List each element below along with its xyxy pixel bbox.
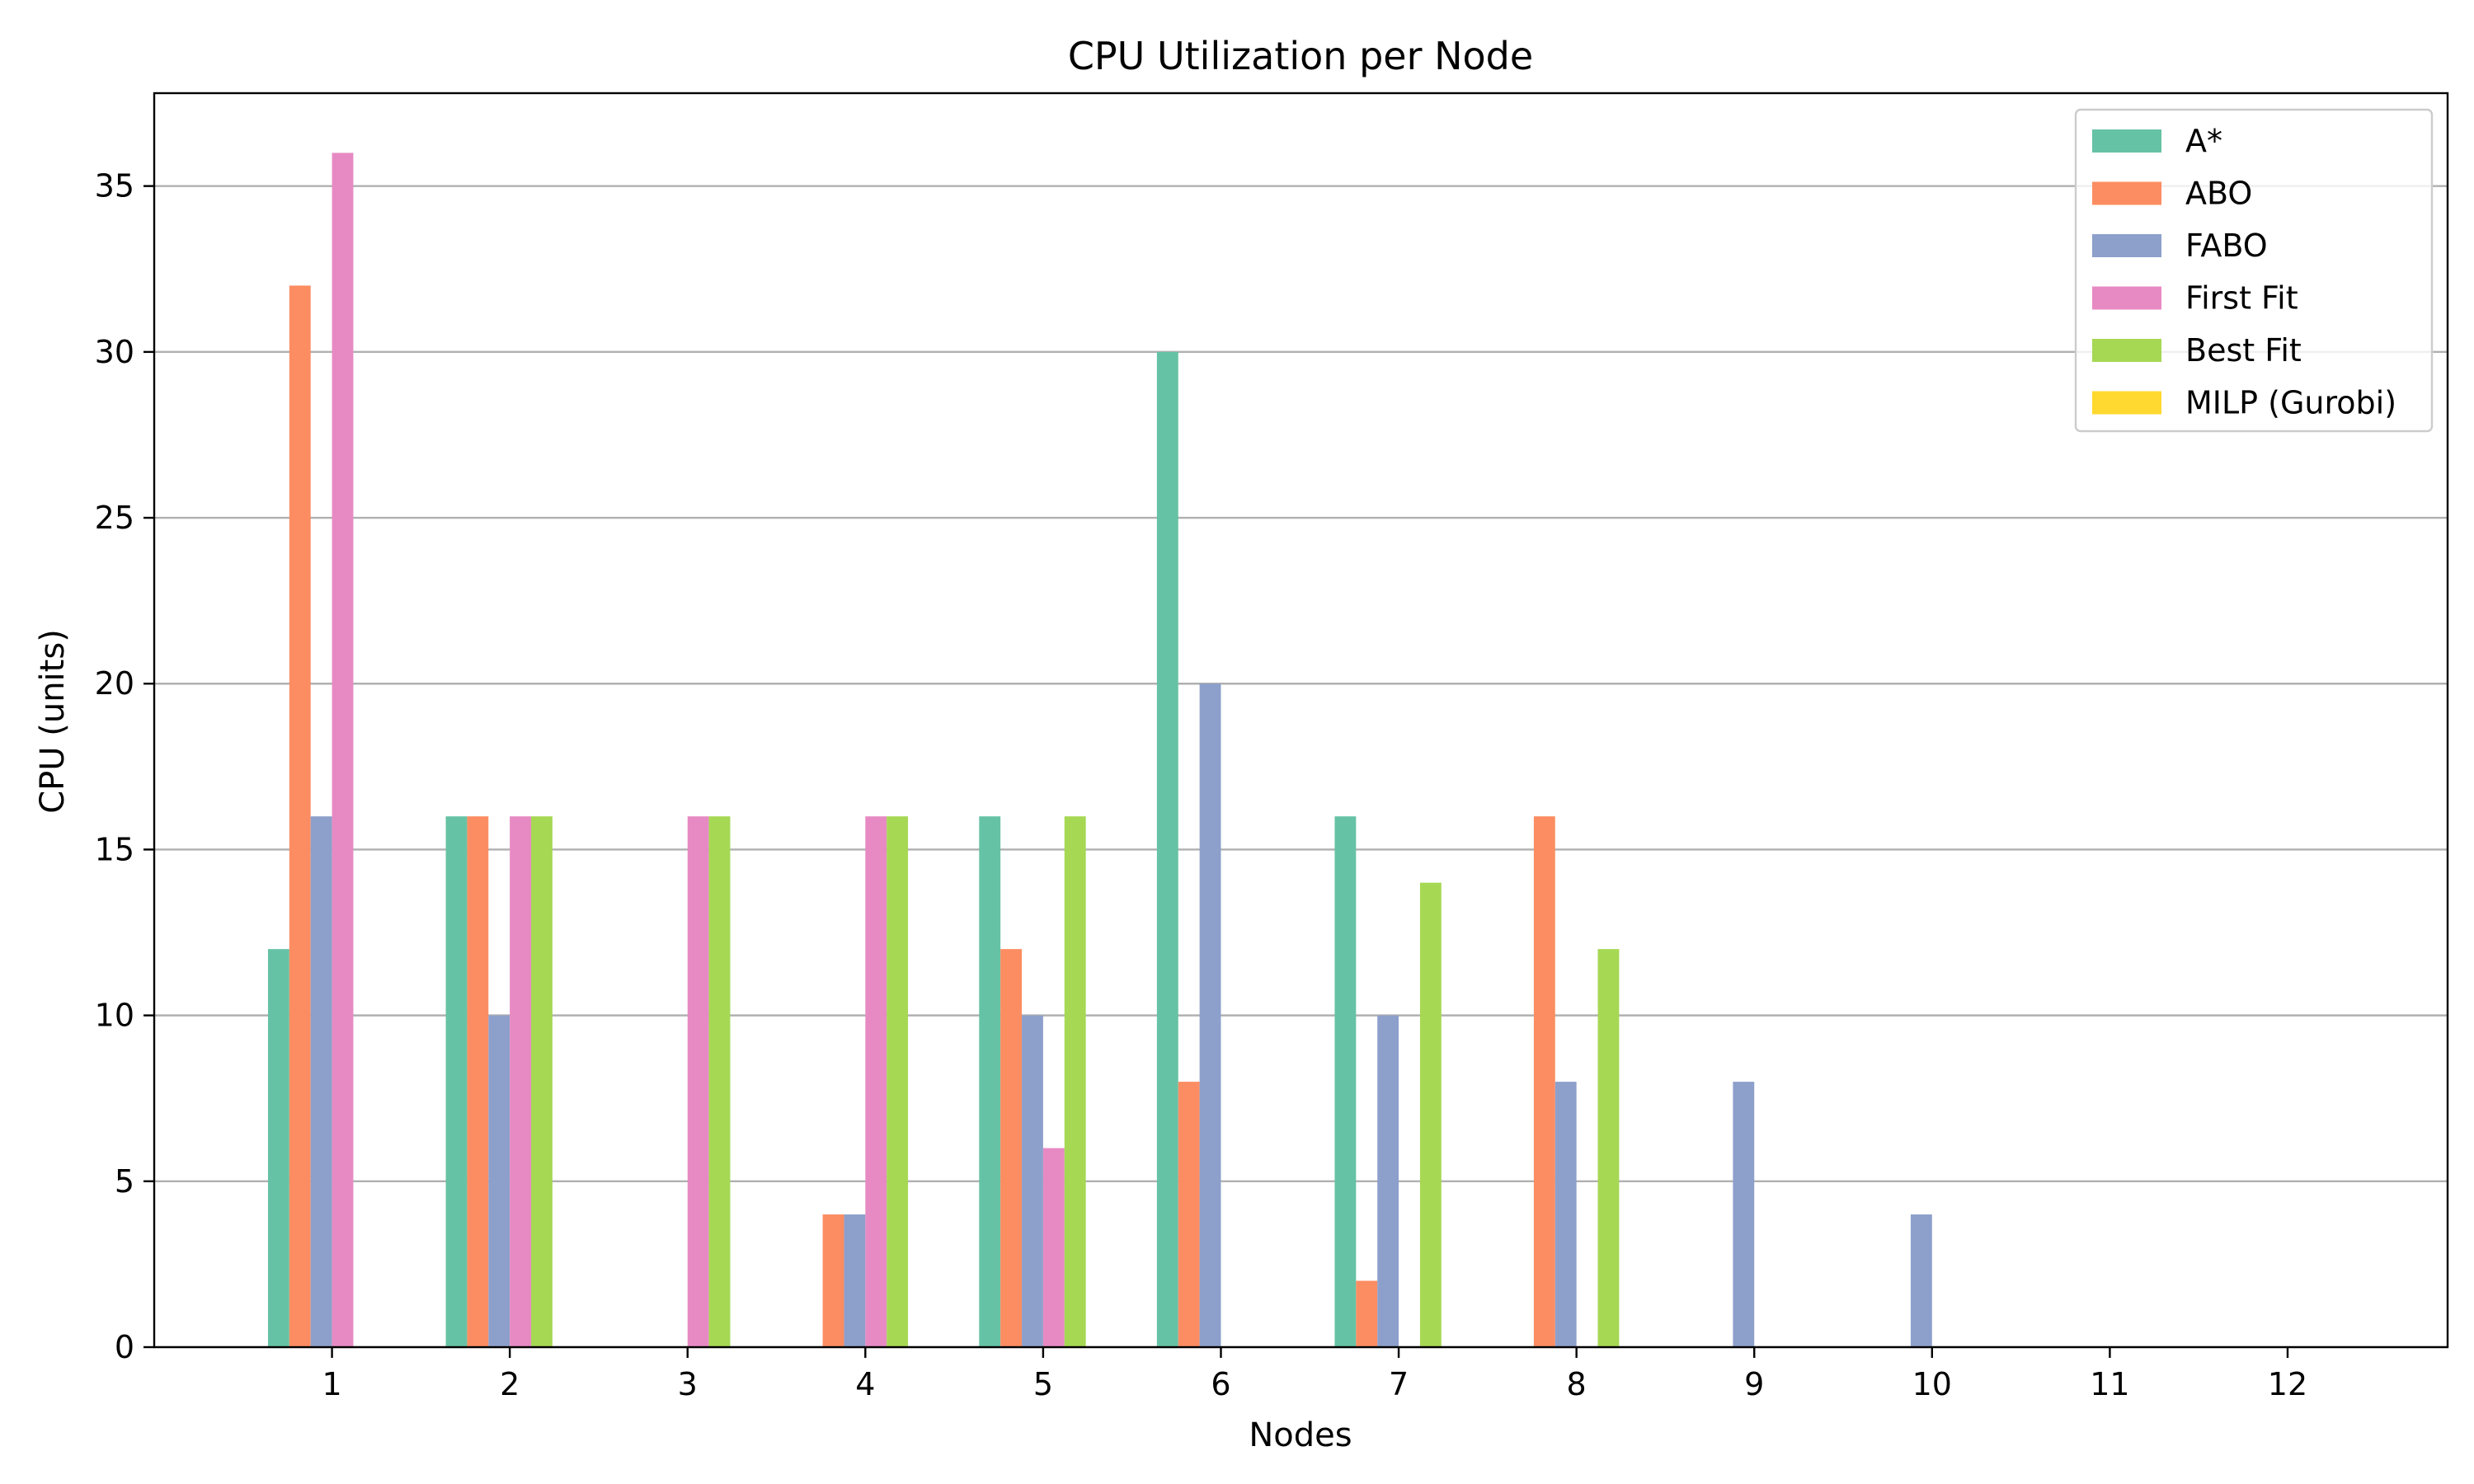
x-tick-label-10: 10	[1912, 1366, 1952, 1402]
bar-abo-node-8	[1533, 816, 1555, 1347]
bar-best-fit-node-5	[1064, 816, 1086, 1347]
bar-a-node-6	[1156, 351, 1178, 1347]
y-tick-label-20: 20	[95, 665, 134, 702]
bar-a-node-2	[445, 816, 468, 1347]
legend-swatch-fabo	[2092, 234, 2161, 257]
bar-fabo-node-8	[1554, 1082, 1577, 1347]
legend-swatch-best-fit	[2092, 339, 2161, 362]
bar-first-fit-node-2	[510, 816, 532, 1347]
legend-label-milp-gurobi: MILP (Gurobi)	[2185, 385, 2396, 421]
legend-swatch-first-fit	[2092, 286, 2161, 310]
legend-swatch-milp-gurobi	[2092, 391, 2161, 415]
bar-best-fit-node-3	[708, 816, 731, 1347]
x-tick-label-3: 3	[678, 1366, 698, 1402]
y-tick-label-25: 25	[95, 500, 134, 536]
y-axis-label: CPU (units)	[34, 629, 72, 814]
x-tick-label-4: 4	[855, 1366, 875, 1402]
legend-swatch-a	[2092, 129, 2161, 153]
bar-abo-node-7	[1356, 1280, 1378, 1347]
bar-abo-node-6	[1178, 1082, 1200, 1347]
bars-layer	[267, 153, 1932, 1347]
bar-best-fit-node-7	[1419, 882, 1442, 1347]
legend-box	[2074, 108, 2434, 433]
y-tick-label-10: 10	[95, 998, 134, 1034]
bar-abo-node-4	[822, 1214, 844, 1347]
legend: A* ABO FABO First Fit Best Fit MILP (Gurobi)	[2074, 108, 2434, 433]
bar-a-node-5	[979, 816, 1001, 1347]
x-tick-label-8: 8	[1567, 1366, 1587, 1402]
legend-label-a: A*	[2185, 123, 2222, 159]
y-tick-label-35: 35	[95, 168, 134, 204]
bar-first-fit-node-4	[865, 816, 887, 1347]
bar-best-fit-node-4	[887, 816, 909, 1347]
bar-fabo-node-2	[488, 1015, 510, 1347]
x-tick-label-5: 5	[1033, 1366, 1053, 1402]
bar-best-fit-node-8	[1597, 949, 1620, 1347]
y-tick-label-0: 0	[115, 1329, 134, 1365]
legend-label-fabo: FABO	[2185, 228, 2268, 264]
legend-label-best-fit: Best Fit	[2185, 332, 2302, 369]
bar-fabo-node-10	[1910, 1214, 1932, 1347]
bar-a-node-7	[1334, 816, 1357, 1347]
y-tick-label-5: 5	[115, 1163, 134, 1200]
bar-fabo-node-9	[1733, 1082, 1755, 1347]
legend-label-first-fit: First Fit	[2185, 280, 2298, 317]
plot-frame	[153, 92, 2449, 1349]
x-tick-label-11: 11	[2090, 1366, 2129, 1402]
bar-fabo-node-4	[844, 1214, 866, 1347]
bar-abo-node-1	[289, 285, 311, 1347]
x-tick-label-9: 9	[1744, 1366, 1764, 1402]
legend-label-abo: ABO	[2185, 176, 2252, 212]
x-tick-label-12: 12	[2268, 1366, 2307, 1402]
bar-fabo-node-7	[1377, 1015, 1399, 1347]
y-tick-label-30: 30	[95, 334, 134, 370]
x-tick-label-2: 2	[500, 1366, 520, 1402]
bar-best-fit-node-2	[531, 816, 553, 1347]
x-tick-label-7: 7	[1389, 1366, 1409, 1402]
bar-fabo-node-1	[310, 816, 332, 1347]
x-axis-label: Nodes	[1249, 1416, 1352, 1454]
bar-abo-node-5	[1000, 949, 1023, 1347]
bar-first-fit-node-5	[1042, 1148, 1065, 1347]
x-tick-label-1: 1	[322, 1366, 341, 1402]
bar-a-node-1	[267, 949, 289, 1347]
bar-abo-node-2	[467, 816, 489, 1347]
bar-first-fit-node-1	[332, 153, 354, 1347]
x-tick-label-6: 6	[1211, 1366, 1230, 1402]
bar-fabo-node-6	[1199, 683, 1221, 1347]
legend-swatch-abo	[2092, 181, 2161, 205]
chart-title: CPU Utilization per Node	[1068, 34, 1533, 78]
bar-first-fit-node-3	[687, 816, 709, 1347]
y-tick-label-15: 15	[95, 831, 134, 867]
bar-fabo-node-5	[1022, 1015, 1043, 1347]
